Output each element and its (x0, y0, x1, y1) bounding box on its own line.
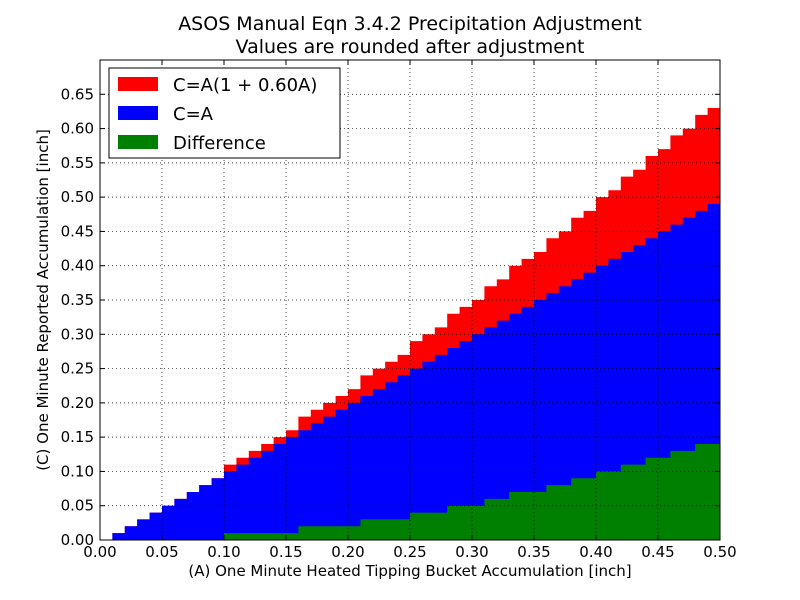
y-axis-label: (C) One Minute Reported Accumulation [in… (34, 129, 52, 471)
y-tick-label: 0.60 (61, 120, 94, 138)
x-tick-label: 0.35 (517, 543, 550, 561)
legend-swatch (118, 135, 158, 149)
x-tick-label: 0.30 (455, 543, 488, 561)
y-tick-label: 0.35 (61, 291, 94, 309)
x-axis-label: (A) One Minute Heated Tipping Bucket Acc… (188, 562, 631, 580)
y-tick-label: 0.15 (61, 428, 94, 446)
y-tick-label: 0.05 (61, 497, 94, 515)
y-tick-label: 0.65 (61, 85, 94, 103)
x-tick-label: 0.15 (269, 543, 302, 561)
y-axis-ticks: 0.00 0.05 0.10 0.15 0.20 0.25 0.30 0.35 0.40 0.45… (61, 85, 720, 549)
series-area-3 (100, 437, 720, 540)
x-tick-label: 0.40 (579, 543, 612, 561)
grid-lines (100, 60, 720, 540)
legend-label: C=A(1 + 0.60A) (173, 75, 317, 96)
legend-label: Difference (173, 133, 266, 154)
chart-subtitle: Values are rounded after adjustment (236, 36, 585, 58)
x-tick-label: 0.45 (641, 543, 674, 561)
x-tick-label: 0.10 (207, 543, 240, 561)
y-tick-label: 0.25 (61, 360, 94, 378)
y-tick-label: 0.10 (61, 462, 94, 480)
y-tick-label: 0.50 (61, 188, 94, 206)
y-tick-label: 0.30 (61, 325, 94, 343)
x-axis-ticks: 0.00 0.05 0.10 0.15 0.20 0.25 0.30 0.35 0.40 0.45… (83, 60, 737, 561)
legend-label: C=A (173, 104, 214, 125)
x-tick-label: 0.25 (393, 543, 426, 561)
legend: C=A(1 + 0.60A) C=A Difference (108, 67, 341, 159)
chart-title: ASOS Manual Eqn 3.4.2 Precipitation Adju… (178, 13, 642, 35)
y-tick-label: 0.20 (61, 394, 94, 412)
y-tick-label: 0.55 (61, 154, 94, 172)
x-tick-label: 0.50 (703, 543, 736, 561)
y-tick-label: 0.40 (61, 257, 94, 275)
legend-swatch (118, 106, 158, 120)
y-tick-label: 0.45 (61, 222, 94, 240)
legend-swatch (118, 77, 158, 91)
x-tick-label: 0.05 (145, 543, 178, 561)
x-tick-label: 0.20 (331, 543, 364, 561)
x-tick-label: 0.00 (83, 543, 116, 561)
y-tick-label: 0.00 (61, 531, 94, 549)
